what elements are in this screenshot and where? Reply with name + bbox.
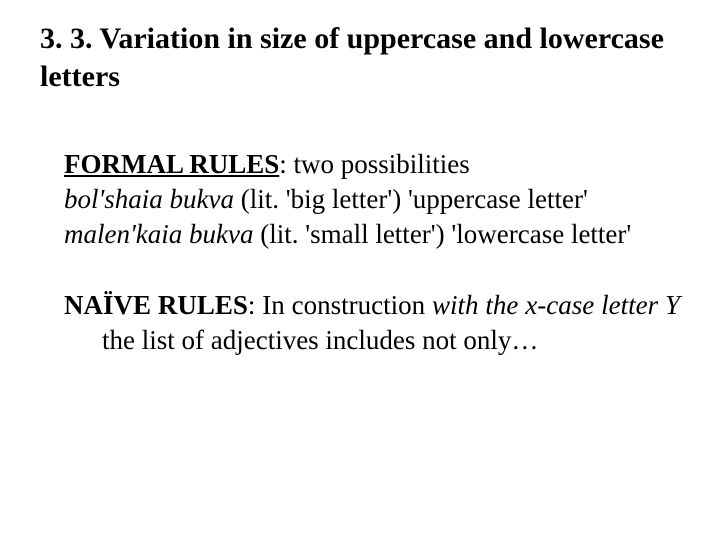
naive-rules-block: NAÏVE RULES: In construction with the x-… — [40, 288, 680, 358]
naive-rules-tail-b: the list of adjectives includes not only… — [102, 325, 538, 355]
naive-rules-line: NAÏVE RULES: In construction with the x-… — [64, 288, 680, 358]
formal-rules-line3: malen'kaia bukva (lit. 'small letter') '… — [64, 217, 680, 252]
formal-rules-line1: FORMAL RULES: two possibilities — [64, 147, 680, 182]
section-heading: 3. 3. Variation in size of uppercase and… — [40, 20, 680, 95]
slide-page: 3. 3. Variation in size of uppercase and… — [0, 0, 720, 358]
naive-rules-tail-a: : In construction — [248, 290, 432, 320]
formal-rules-block: FORMAL RULES: two possibilities bol'shai… — [40, 147, 680, 252]
formal-rules-tail: : two possibilities — [279, 149, 470, 179]
formal-rules-line2-italic: bol'shaia bukva — [64, 184, 234, 214]
formal-rules-line3-italic: malen'kaia bukva — [64, 219, 253, 249]
formal-rules-line2: bol'shaia bukva (lit. 'big letter') 'upp… — [64, 182, 680, 217]
naive-rules-label: NAÏVE RULES — [64, 290, 248, 320]
naive-rules-tail-italic: with the x-case letter Y — [432, 290, 680, 320]
formal-rules-line3-rest: (lit. 'small letter') 'lowercase letter' — [253, 219, 631, 249]
formal-rules-label: FORMAL RULES — [64, 149, 279, 179]
formal-rules-line2-rest: (lit. 'big letter') 'uppercase letter' — [234, 184, 588, 214]
